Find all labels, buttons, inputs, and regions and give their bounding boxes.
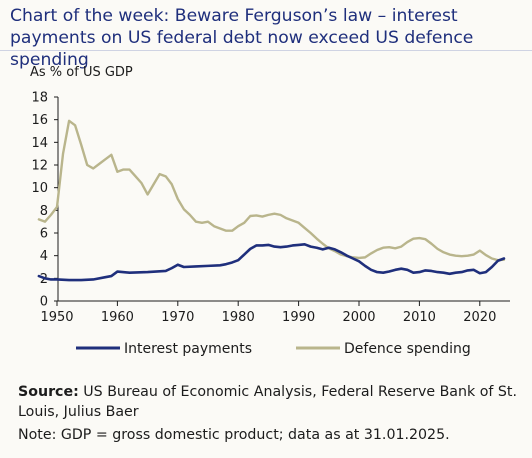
title-divider	[0, 50, 532, 51]
y-tick-label: 0	[40, 295, 48, 310]
y-tick-label: 14	[31, 136, 48, 151]
y-tick-label: 10	[31, 181, 48, 196]
legend-label-defence: Defence spending	[344, 341, 471, 357]
y-tick-label: 18	[31, 91, 48, 106]
source-note: Source: US Bureau of Economic Analysis, …	[18, 382, 518, 422]
x-axis: 1950 1960 1970 1980 1990 2000 2010 2020	[40, 300, 510, 325]
x-tick-label: 1980	[222, 310, 255, 325]
x-tick-label: 1990	[282, 310, 315, 325]
legend: Interest payments Defence spending	[76, 341, 471, 357]
x-tick-label: 2010	[403, 310, 436, 325]
x-tick-label: 2000	[342, 310, 375, 325]
x-tick-label: 1950	[40, 310, 73, 325]
source-text: US Bureau of Economic Analysis, Federal …	[18, 384, 517, 420]
interest-payments-line	[37, 243, 506, 282]
y-axis: 0 2 4 6 8 10 12 14 16 18	[31, 91, 59, 310]
plot-area	[37, 119, 506, 282]
y-tick-label: 2	[40, 272, 48, 287]
y-tick-label: 12	[31, 159, 48, 174]
y-tick-label: 6	[40, 227, 48, 242]
y-axis-label: As % of US GDP	[30, 65, 133, 80]
legend-label-interest: Interest payments	[124, 341, 252, 357]
x-tick-label: 2020	[463, 310, 496, 325]
chart-title: Chart of the week: Beware Ferguson’s law…	[10, 6, 474, 70]
y-tick-label: 4	[40, 249, 48, 264]
x-tick-label: 1970	[161, 310, 194, 325]
x-tick-label: 1960	[101, 310, 134, 325]
y-tick-label: 8	[40, 204, 48, 219]
source-label: Source:	[18, 384, 79, 400]
y-tick-label: 16	[31, 113, 48, 128]
defence-spending-line	[37, 119, 506, 262]
footnote: Note: GDP = gross domestic product; data…	[18, 427, 450, 443]
